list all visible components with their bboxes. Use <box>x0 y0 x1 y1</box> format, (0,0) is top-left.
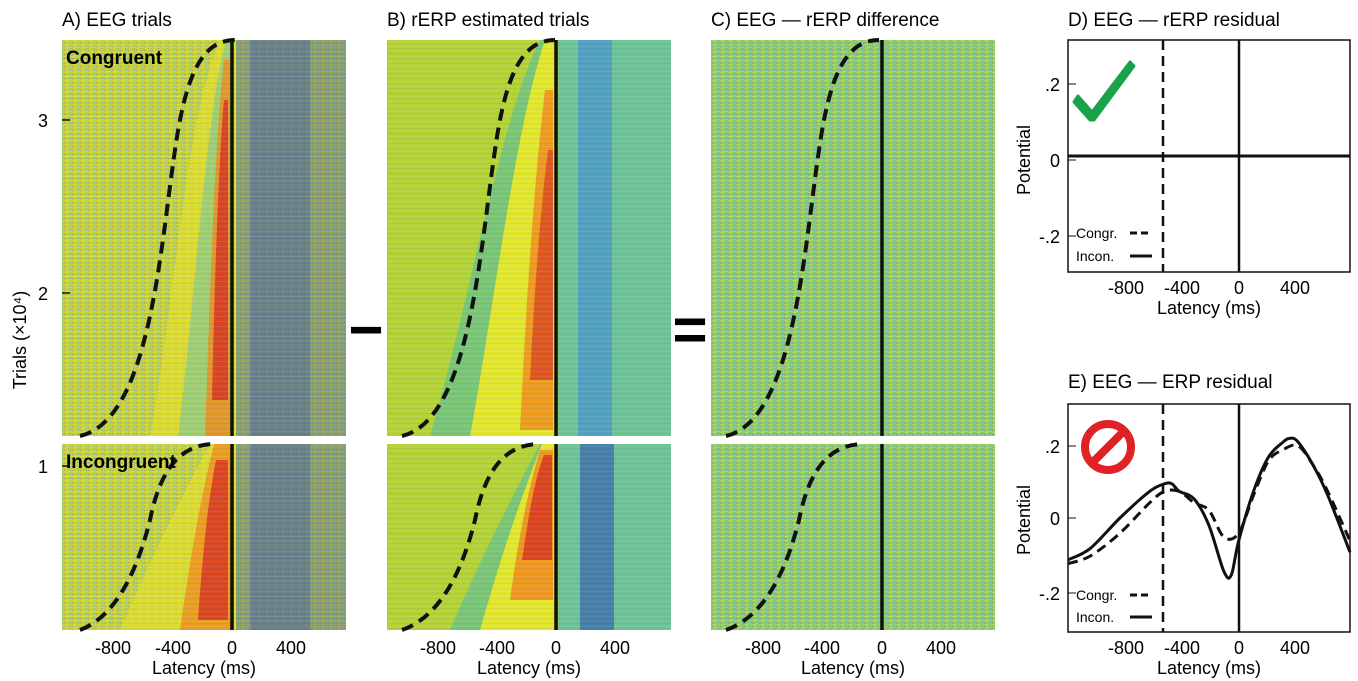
x-tick: -400 <box>1164 278 1200 298</box>
series-line-incon <box>1067 436 1352 580</box>
condition-label-congruent: Congruent <box>66 48 163 69</box>
panel-e-title: E) EEG — ERP residual <box>1068 372 1273 393</box>
x-tick: -800 <box>420 638 456 658</box>
onset-curve <box>401 442 541 632</box>
y-tick: 3 <box>38 111 48 131</box>
equals-operator: = <box>672 296 707 363</box>
legend-label-incon: Incon. <box>1076 609 1114 625</box>
x-tick: 0 <box>1234 278 1244 298</box>
legend-label-congr: Congr. <box>1076 225 1117 241</box>
panel-a-heatmap-congruent <box>62 40 346 436</box>
x-tick: 400 <box>600 638 630 658</box>
panel-b-title: B) rERP estimated trials <box>387 10 589 31</box>
x-tick: 0 <box>551 638 561 658</box>
x-tick: 400 <box>276 638 306 658</box>
panel-a-xaxis: -800 -400 0 400 Latency (ms) <box>95 638 306 678</box>
panel-b-heatmap-congruent <box>387 40 671 436</box>
panel-a-xlabel: Latency (ms) <box>152 658 256 678</box>
y-tick: 2 <box>38 284 48 304</box>
panel-d-plot: .2 0 -.2 Potential -800 -400 0 400 Laten… <box>1014 39 1351 318</box>
panel-a-title: A) EEG trials <box>62 10 172 31</box>
x-tick: 0 <box>877 638 887 658</box>
onset-curve <box>401 38 556 438</box>
x-tick: -800 <box>745 638 781 658</box>
onset-curve <box>725 38 880 438</box>
condition-label-incongruent: Incongruent <box>66 452 176 473</box>
x-tick: 400 <box>1280 278 1310 298</box>
panel-b-heatmap-incongruent <box>387 444 671 630</box>
panel-c-xaxis: -800 -400 0 400 Latency (ms) <box>745 638 956 678</box>
no-entry-icon <box>1081 420 1135 474</box>
legend-label-incon: Incon. <box>1076 248 1114 264</box>
x-tick: 0 <box>1234 638 1244 658</box>
x-tick: -800 <box>1108 278 1144 298</box>
onset-curve <box>79 38 236 438</box>
panel-b-xaxis: -800 -400 0 400 Latency (ms) <box>420 638 630 678</box>
panel-c-xlabel: Latency (ms) <box>801 658 905 678</box>
y-tick: 0 <box>1050 509 1060 529</box>
x-tick: -400 <box>155 638 191 658</box>
panel-d-ylabel: Potential <box>1014 125 1034 195</box>
x-tick: 0 <box>227 638 237 658</box>
legend-label-congr: Congr. <box>1076 587 1117 603</box>
x-tick: -400 <box>1164 638 1200 658</box>
x-tick: -800 <box>95 638 131 658</box>
panel-a-ylabel: Trials (×10⁴) <box>10 291 30 390</box>
y-tick: -.2 <box>1039 584 1060 604</box>
onset-curve <box>79 442 216 632</box>
panel-e-ylabel: Potential <box>1014 485 1034 555</box>
panel-a-overlays <box>79 38 236 632</box>
x-tick: 400 <box>1280 638 1310 658</box>
panel-d-xlabel: Latency (ms) <box>1157 298 1261 318</box>
minus-operator: − <box>348 296 383 363</box>
panel-b-xlabel: Latency (ms) <box>477 658 581 678</box>
panel-e-plot: .2 0 -.2 Potential -800 -400 0 400 Laten… <box>1014 403 1352 678</box>
panel-e-xlabel: Latency (ms) <box>1157 658 1261 678</box>
x-tick: -800 <box>1108 638 1144 658</box>
x-tick: -400 <box>804 638 840 658</box>
y-tick: 0 <box>1050 151 1060 171</box>
y-tick: 1 <box>38 457 48 477</box>
y-tick: -.2 <box>1039 227 1060 247</box>
x-tick: -400 <box>479 638 515 658</box>
y-tick: .2 <box>1045 437 1060 457</box>
x-tick: 400 <box>926 638 956 658</box>
panel-c-heatmap-incongruent <box>711 444 995 630</box>
panel-d-title: D) EEG — rERP residual <box>1068 10 1280 31</box>
panel-c-heatmap-congruent <box>711 40 995 436</box>
y-tick: .2 <box>1045 75 1060 95</box>
check-icon <box>1072 60 1136 122</box>
panel-a-heatmap-incongruent <box>62 444 346 630</box>
panel-c-overlays <box>725 38 884 632</box>
onset-curve <box>725 442 865 632</box>
panel-b-overlays <box>401 38 558 632</box>
panel-c-title: C) EEG — rERP difference <box>711 10 939 31</box>
